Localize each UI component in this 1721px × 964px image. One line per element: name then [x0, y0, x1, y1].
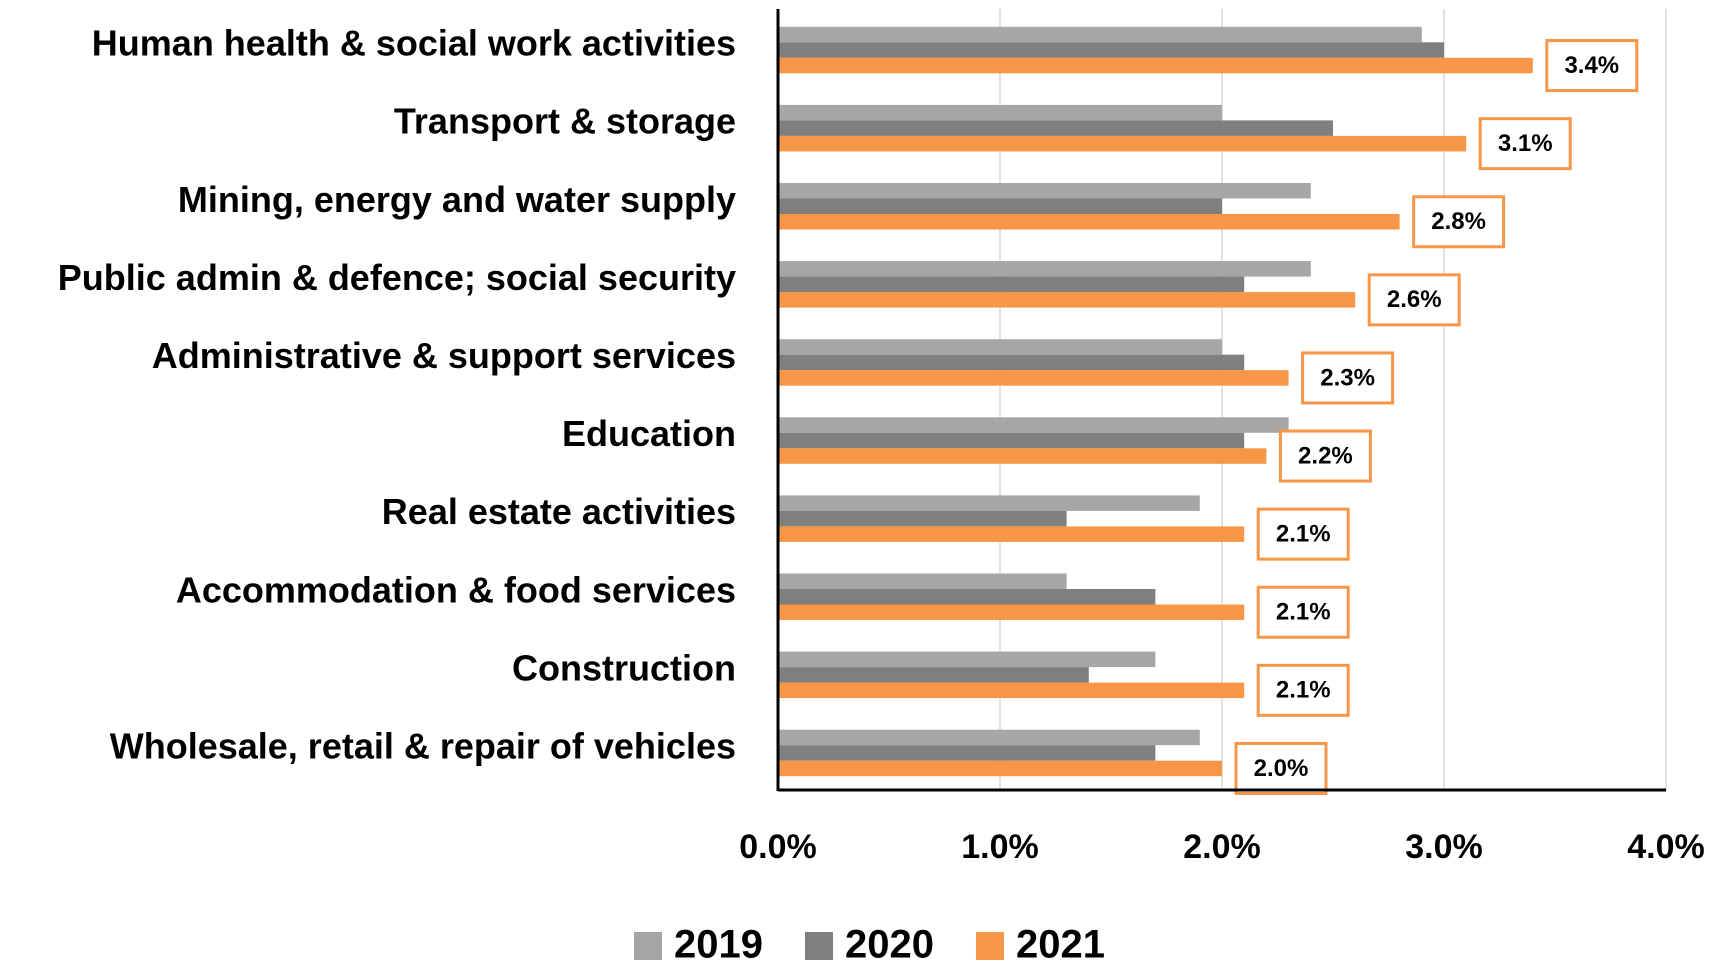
category-label: Transport & storage: [394, 101, 736, 142]
data-label-box: [1367, 273, 1461, 327]
data-label-box: [1256, 663, 1350, 717]
bar: [778, 729, 1200, 746]
bar: [778, 339, 1222, 355]
data-label: 3.1%: [1498, 130, 1553, 157]
x-tick-label: 0.0%: [739, 828, 817, 866]
data-label-box: [1412, 195, 1506, 249]
bar: [778, 604, 1245, 620]
x-tick-label: 4.0%: [1627, 828, 1705, 866]
x-tick-label: 2.0%: [1183, 828, 1261, 866]
data-label-box: [1301, 351, 1395, 405]
data-label: 2.0%: [1254, 755, 1309, 782]
data-label: 2.1%: [1276, 599, 1331, 626]
legend-swatch: [804, 932, 833, 960]
bar: [778, 354, 1245, 371]
bar: [778, 432, 1245, 449]
bar: [778, 495, 1200, 511]
bar: [778, 745, 1156, 761]
data-label: 3.4%: [1564, 52, 1619, 79]
data-label: 2.2%: [1298, 442, 1353, 469]
bar: [778, 448, 1267, 464]
data-label-box: [1278, 429, 1372, 483]
data-label-box: [1478, 117, 1572, 171]
bar: [778, 198, 1222, 214]
bar: [778, 214, 1400, 230]
legend-swatch: [975, 932, 1004, 960]
category-label: Public admin & defence; social security: [58, 257, 736, 298]
category-label: Wholesale, retail & repair of vehicles: [110, 725, 736, 766]
data-label-box: [1234, 741, 1328, 795]
category-label: Real estate activities: [382, 491, 736, 532]
legend-label: 2019: [674, 923, 763, 964]
bar: [778, 104, 1222, 121]
bar: [778, 261, 1311, 277]
data-label: 2.1%: [1276, 520, 1331, 547]
data-label-box: [1545, 39, 1639, 93]
category-label: Education: [562, 413, 736, 454]
data-label: 2.6%: [1387, 286, 1442, 313]
bar: [778, 26, 1422, 43]
category-label: Construction: [512, 647, 736, 688]
bar: [778, 183, 1311, 199]
bar: [778, 573, 1067, 589]
data-label-box: [1256, 507, 1350, 561]
bar: [778, 651, 1156, 668]
bar: [778, 589, 1156, 605]
bar: [778, 292, 1356, 308]
bar: [778, 370, 1289, 386]
category-label: Human health & social work activities: [92, 23, 736, 64]
legend-label: 2021: [1016, 923, 1105, 964]
data-label: 2.1%: [1276, 677, 1331, 704]
legend-swatch: [634, 932, 662, 960]
bar: [778, 42, 1444, 58]
bar: [778, 760, 1222, 777]
legend-label: 2020: [845, 923, 934, 964]
data-label-box: [1256, 585, 1350, 639]
x-tick-label: 3.0%: [1405, 828, 1483, 866]
bar: [778, 667, 1089, 683]
bar: [778, 682, 1245, 699]
category-label: Mining, energy and water supply: [178, 179, 736, 220]
bar: [778, 510, 1067, 527]
bar: [778, 276, 1245, 293]
category-label: Accommodation & food services: [176, 569, 736, 610]
bar: [778, 57, 1533, 74]
bar: [778, 120, 1333, 136]
bar: [778, 526, 1245, 542]
category-label: Administrative & support services: [152, 335, 736, 376]
data-label: 2.8%: [1431, 208, 1486, 235]
bar: [778, 135, 1467, 152]
bar: [778, 417, 1289, 433]
data-label: 2.3%: [1320, 364, 1375, 391]
x-tick-label: 1.0%: [961, 828, 1039, 866]
